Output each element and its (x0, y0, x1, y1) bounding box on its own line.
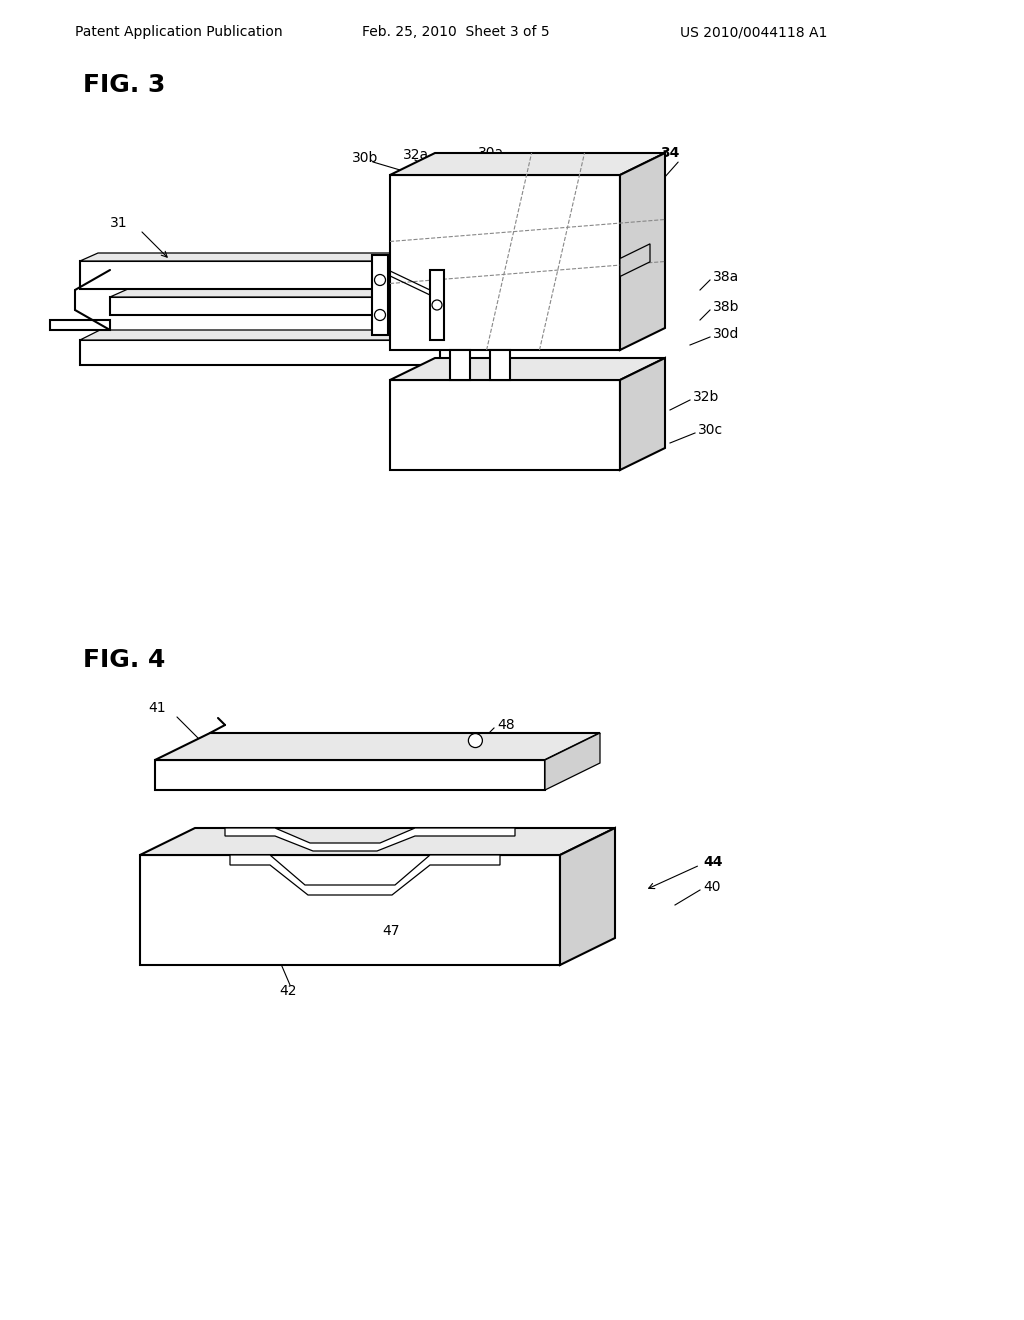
Circle shape (375, 309, 385, 321)
Polygon shape (80, 253, 408, 261)
Polygon shape (50, 319, 110, 330)
Text: 39: 39 (398, 458, 416, 473)
Text: 41: 41 (148, 701, 166, 715)
Polygon shape (390, 358, 665, 380)
Polygon shape (560, 828, 615, 965)
Text: 30d: 30d (713, 327, 739, 341)
Polygon shape (620, 358, 665, 470)
Text: 42: 42 (279, 983, 297, 998)
Polygon shape (490, 350, 510, 380)
Polygon shape (225, 828, 515, 851)
Polygon shape (372, 255, 388, 335)
Polygon shape (155, 733, 600, 760)
Polygon shape (80, 341, 440, 366)
Text: 38b: 38b (713, 300, 739, 314)
Polygon shape (545, 733, 600, 789)
Polygon shape (430, 271, 444, 341)
Text: 32a: 32a (403, 148, 429, 162)
Polygon shape (110, 297, 390, 315)
Circle shape (468, 734, 482, 747)
Text: US 2010/0044118 A1: US 2010/0044118 A1 (680, 25, 827, 40)
Text: 30b: 30b (352, 150, 379, 165)
Polygon shape (390, 176, 620, 350)
Polygon shape (390, 380, 620, 470)
Polygon shape (140, 855, 560, 965)
Polygon shape (80, 261, 390, 289)
Text: 32b: 32b (693, 389, 720, 404)
Polygon shape (230, 855, 500, 895)
Text: 40: 40 (703, 880, 721, 894)
Polygon shape (390, 153, 665, 176)
Polygon shape (140, 828, 615, 855)
Polygon shape (620, 244, 650, 276)
Polygon shape (110, 289, 408, 297)
Text: 30a: 30a (478, 147, 504, 160)
Text: 30c: 30c (698, 422, 723, 437)
Polygon shape (450, 350, 470, 380)
Circle shape (375, 275, 385, 285)
Text: 47: 47 (382, 924, 399, 939)
Text: 31: 31 (110, 216, 128, 230)
Text: Patent Application Publication: Patent Application Publication (75, 25, 283, 40)
Polygon shape (155, 760, 545, 789)
Text: FIG. 4: FIG. 4 (83, 648, 165, 672)
Text: 38a: 38a (713, 271, 739, 284)
Text: Feb. 25, 2010  Sheet 3 of 5: Feb. 25, 2010 Sheet 3 of 5 (362, 25, 550, 40)
Text: FIG. 3: FIG. 3 (83, 73, 165, 96)
Circle shape (432, 300, 442, 310)
Polygon shape (620, 153, 665, 350)
Text: 34: 34 (660, 147, 679, 160)
Text: 48: 48 (497, 718, 515, 733)
Polygon shape (80, 330, 460, 341)
Text: 44: 44 (703, 855, 723, 869)
